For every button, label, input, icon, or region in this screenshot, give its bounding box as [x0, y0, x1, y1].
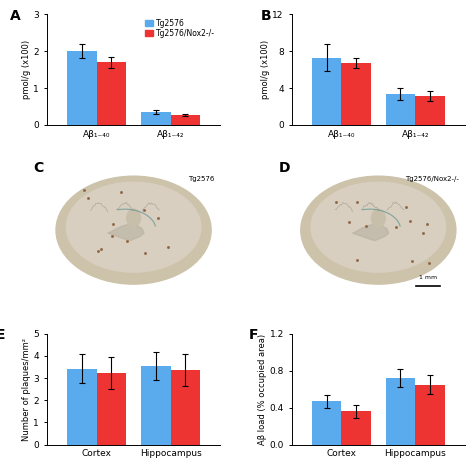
Bar	[97, 62, 126, 125]
Ellipse shape	[311, 182, 446, 272]
Text: F: F	[249, 328, 258, 342]
Text: Tg2576: Tg2576	[188, 176, 215, 182]
Text: B: B	[261, 9, 272, 23]
Ellipse shape	[372, 209, 385, 227]
Bar	[312, 401, 341, 445]
Bar	[97, 373, 126, 445]
Bar	[341, 412, 371, 445]
Bar	[312, 58, 341, 125]
Y-axis label: pmol/g (x100): pmol/g (x100)	[261, 40, 270, 99]
Y-axis label: Aβ load (% occupied area): Aβ load (% occupied area)	[258, 333, 267, 445]
Polygon shape	[108, 224, 144, 241]
Ellipse shape	[66, 182, 201, 272]
Bar	[386, 378, 415, 445]
Text: 1 mm: 1 mm	[419, 275, 438, 280]
Bar	[67, 369, 97, 445]
Ellipse shape	[301, 176, 456, 284]
Ellipse shape	[56, 176, 211, 284]
Y-axis label: pmol/g (x100): pmol/g (x100)	[21, 40, 30, 99]
Text: D: D	[278, 161, 290, 175]
Bar	[415, 385, 445, 445]
Bar	[141, 112, 171, 125]
Bar	[141, 366, 171, 445]
Ellipse shape	[127, 209, 140, 227]
Bar	[67, 51, 97, 125]
Bar	[341, 63, 371, 125]
Legend: Tg2576, Tg2576/Nox2-/-: Tg2576, Tg2576/Nox2-/-	[145, 18, 216, 39]
Bar	[171, 115, 200, 125]
Polygon shape	[353, 224, 389, 241]
Text: Tg2576/Nox2-/-: Tg2576/Nox2-/-	[405, 176, 459, 182]
Bar	[386, 94, 415, 125]
Text: E: E	[0, 328, 5, 342]
Text: C: C	[34, 161, 44, 175]
Text: A: A	[9, 9, 20, 23]
Y-axis label: Number of plaques/mm²: Number of plaques/mm²	[21, 338, 30, 441]
Bar	[171, 370, 200, 445]
Bar	[415, 96, 445, 125]
